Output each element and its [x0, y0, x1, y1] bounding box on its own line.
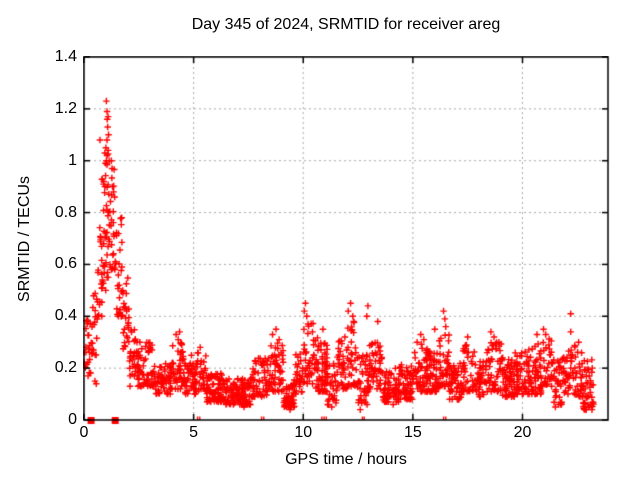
chart-title: Day 345 of 2024, SRMTID for receiver are… [191, 16, 501, 33]
y-tick-label: 0 [68, 411, 77, 428]
x-tick-label: 10 [294, 424, 313, 441]
x-axis-label: GPS time / hours [285, 451, 407, 468]
y-tick-label: 0.6 [54, 255, 77, 273]
y-tick-label: 1 [68, 151, 77, 169]
scatter-plot-canvas [83, 56, 610, 428]
y-tick-label: 0.4 [54, 307, 77, 325]
y-tick-label: 0.2 [54, 359, 77, 377]
y-tick-label: 1.2 [54, 99, 77, 117]
x-tick-label: 20 [513, 424, 532, 441]
y-tick-label: 0.8 [54, 203, 77, 221]
x-tick-label: 5 [189, 424, 199, 441]
y-tick-label: 1.4 [54, 48, 77, 65]
x-tick-label: 15 [403, 424, 422, 441]
x-tick-label: 0 [79, 424, 89, 441]
